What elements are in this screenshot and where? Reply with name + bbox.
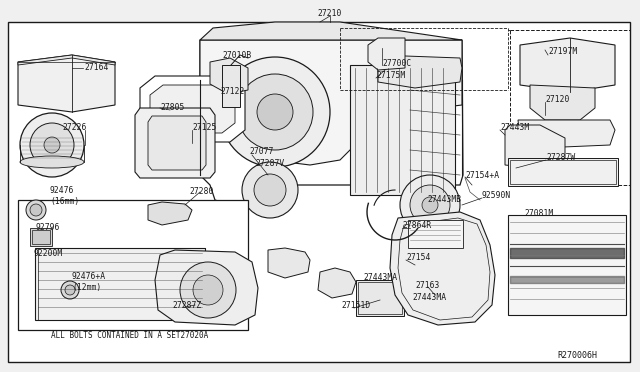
Text: ALL BOLTS CONTAINED IN A SET27020A: ALL BOLTS CONTAINED IN A SET27020A (51, 331, 209, 340)
Circle shape (65, 285, 75, 295)
Polygon shape (530, 85, 595, 120)
Text: 92796: 92796 (35, 224, 60, 232)
Bar (510, 160, 616, 184)
Text: 27122: 27122 (220, 87, 244, 96)
Polygon shape (518, 120, 615, 148)
Polygon shape (390, 212, 495, 325)
Polygon shape (505, 125, 565, 170)
Polygon shape (200, 40, 462, 165)
Polygon shape (200, 22, 462, 40)
Text: 27805: 27805 (160, 103, 184, 112)
Polygon shape (200, 40, 463, 210)
Ellipse shape (20, 156, 84, 168)
Polygon shape (268, 248, 310, 278)
Bar (408, 220, 463, 248)
Text: 27443MA: 27443MA (412, 294, 446, 302)
Text: 27700C: 27700C (382, 58, 412, 67)
Bar (510, 30, 630, 185)
Text: 27164: 27164 (84, 64, 108, 73)
Text: 27154+A: 27154+A (465, 170, 499, 180)
Bar (350, 65, 455, 195)
Circle shape (20, 113, 84, 177)
Bar (18, 200, 248, 330)
Text: 27163: 27163 (415, 280, 440, 289)
Text: 92476+A
(12mm): 92476+A (12mm) (72, 272, 106, 292)
Bar (358, 282, 402, 314)
Polygon shape (378, 55, 462, 88)
Circle shape (242, 162, 298, 218)
Text: 27175M: 27175M (376, 71, 405, 80)
Polygon shape (148, 116, 206, 170)
Text: 27864R: 27864R (402, 221, 431, 231)
Bar (32, 230, 50, 244)
Circle shape (193, 275, 223, 305)
Text: 27226: 27226 (62, 124, 86, 132)
Polygon shape (155, 250, 258, 325)
Circle shape (61, 281, 79, 299)
Circle shape (44, 137, 60, 153)
Text: R270006H: R270006H (557, 350, 597, 359)
Text: 27280: 27280 (189, 187, 213, 196)
Text: 27125: 27125 (192, 124, 216, 132)
Bar (508, 215, 626, 315)
Circle shape (30, 204, 42, 216)
Bar (30, 228, 52, 246)
Text: 27287V: 27287V (255, 160, 284, 169)
Circle shape (237, 74, 313, 150)
Circle shape (410, 185, 450, 225)
Polygon shape (520, 38, 615, 92)
Text: 27010B: 27010B (222, 51, 252, 60)
Polygon shape (210, 58, 248, 94)
Bar (35, 248, 205, 320)
Text: 27443MA: 27443MA (363, 273, 397, 282)
Text: 27120: 27120 (545, 96, 570, 105)
Polygon shape (135, 108, 215, 178)
Circle shape (220, 57, 330, 167)
Polygon shape (140, 76, 245, 142)
Polygon shape (150, 85, 235, 133)
Bar (508, 158, 618, 186)
Polygon shape (148, 202, 192, 225)
Text: 27210: 27210 (318, 10, 342, 19)
Circle shape (26, 200, 46, 220)
Bar (222, 65, 240, 107)
Circle shape (422, 197, 438, 213)
Bar (356, 280, 404, 316)
Polygon shape (368, 38, 405, 70)
Text: 27197M: 27197M (548, 48, 577, 57)
Text: 27287Z: 27287Z (172, 301, 201, 310)
Text: 92476
(16mm): 92476 (16mm) (50, 186, 79, 206)
Text: 92590N: 92590N (482, 192, 511, 201)
Circle shape (400, 175, 460, 235)
Text: 27154: 27154 (406, 253, 430, 263)
Circle shape (180, 262, 236, 318)
Text: 27443M: 27443M (500, 124, 529, 132)
Text: 27077: 27077 (249, 148, 273, 157)
Polygon shape (18, 55, 115, 112)
Text: 27151D: 27151D (341, 301, 371, 311)
Text: 92200M: 92200M (33, 250, 62, 259)
Polygon shape (318, 268, 356, 298)
Circle shape (257, 94, 293, 130)
Polygon shape (18, 55, 115, 65)
Circle shape (254, 174, 286, 206)
Text: 27081M: 27081M (524, 208, 553, 218)
Text: 27287W: 27287W (546, 154, 575, 163)
Text: 27443MB: 27443MB (427, 196, 461, 205)
Circle shape (30, 123, 74, 167)
